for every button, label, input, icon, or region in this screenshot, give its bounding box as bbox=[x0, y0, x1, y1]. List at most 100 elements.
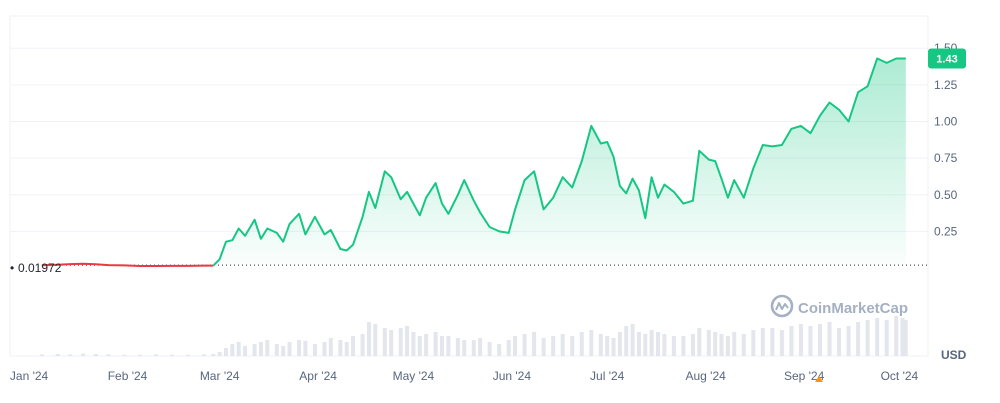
volume-bar bbox=[170, 354, 174, 356]
volume-bar bbox=[605, 336, 610, 356]
baseline-bullet: • bbox=[10, 261, 14, 275]
volume-bar bbox=[681, 336, 686, 356]
volume-bar bbox=[903, 320, 908, 356]
volume-bar bbox=[725, 336, 730, 356]
volume-bar bbox=[446, 336, 451, 356]
volume-bar bbox=[611, 338, 616, 356]
volume-bar bbox=[373, 324, 378, 356]
volume-bar bbox=[217, 352, 222, 356]
y-tick-label: 0.75 bbox=[934, 151, 958, 165]
volume-bar bbox=[274, 344, 279, 356]
x-tick-label: Jun '24 bbox=[493, 369, 532, 383]
volume-bar bbox=[706, 330, 711, 356]
volume-bar bbox=[656, 332, 660, 356]
volume-bar bbox=[154, 354, 159, 356]
price-line-above-baseline bbox=[212, 57, 906, 267]
volume-bar bbox=[287, 342, 292, 356]
volume-bar bbox=[818, 324, 822, 356]
price-area-fill bbox=[213, 58, 906, 266]
volume-bar bbox=[789, 326, 794, 356]
x-tick-label: May '24 bbox=[393, 369, 435, 383]
volume-bar bbox=[827, 322, 832, 356]
volume-bar bbox=[522, 334, 527, 356]
price-line-below-baseline bbox=[41, 262, 214, 267]
volume-bar bbox=[297, 340, 302, 356]
volume-bar bbox=[39, 354, 44, 356]
x-tick-label: Feb '24 bbox=[108, 369, 148, 383]
volume-bar bbox=[236, 342, 241, 356]
volume-bar bbox=[303, 340, 308, 356]
volume-bar bbox=[344, 342, 349, 356]
volume-bar bbox=[424, 334, 429, 356]
y-tick-label: 1.00 bbox=[934, 115, 958, 129]
x-axis-ticks: Jan '24 Feb '24 Mar '24 Apr '24 May '24 Jun '… bbox=[10, 369, 919, 383]
volume-bar bbox=[662, 334, 667, 356]
x-tick-label: Mar '24 bbox=[200, 369, 240, 383]
volume-bar bbox=[589, 330, 594, 356]
volume-bar bbox=[201, 354, 206, 356]
volume-bar bbox=[417, 336, 422, 356]
volume-bar bbox=[875, 318, 880, 356]
volume-bar bbox=[598, 334, 603, 356]
volume-bar bbox=[770, 328, 775, 356]
baseline-marker: • 0.01972 bbox=[10, 261, 62, 275]
volume-bar bbox=[513, 336, 518, 356]
y-tick-label: 1.25 bbox=[934, 78, 958, 92]
volume-bar bbox=[779, 330, 784, 356]
watermark-text: CoinMarketCap bbox=[798, 300, 908, 317]
x-tick-label: Jul '24 bbox=[590, 369, 625, 383]
volume-bar bbox=[312, 344, 317, 356]
volume-bar bbox=[900, 318, 905, 356]
volume-bar bbox=[760, 328, 765, 356]
volume-bar bbox=[106, 354, 111, 356]
y-axis-ticks: 0.250.500.751.001.251.50 bbox=[934, 41, 958, 238]
x-tick-label: Sep '24 bbox=[784, 369, 825, 383]
coinmarketcap-watermark: CoinMarketCap bbox=[770, 294, 908, 318]
y-tick-label: 0.50 bbox=[934, 188, 958, 202]
volume-bar bbox=[398, 328, 403, 356]
volume-bar bbox=[382, 328, 387, 356]
volume-bar bbox=[328, 338, 333, 356]
volume-bar bbox=[884, 320, 889, 356]
volume-bar bbox=[462, 340, 467, 356]
volume-bar bbox=[433, 332, 438, 356]
volume-bar bbox=[497, 344, 502, 356]
volume-bar bbox=[719, 334, 724, 356]
volume-bar bbox=[865, 320, 870, 356]
volume-bar bbox=[532, 332, 537, 356]
volume-bar bbox=[732, 332, 737, 356]
volume-bar bbox=[617, 332, 622, 356]
volume-bar bbox=[455, 338, 460, 356]
volume-bar bbox=[338, 340, 343, 356]
volume-bars bbox=[39, 316, 908, 356]
x-tick-label: Apr '24 bbox=[299, 369, 337, 383]
event-marker-icon bbox=[815, 376, 823, 382]
volume-bar bbox=[265, 340, 270, 356]
volume-bar bbox=[741, 334, 746, 356]
volume-bar bbox=[630, 324, 635, 356]
volume-bar bbox=[122, 354, 127, 356]
volume-bar bbox=[487, 342, 492, 356]
volume-bar bbox=[551, 336, 556, 356]
volume-bar bbox=[579, 332, 584, 356]
volume-bar bbox=[224, 348, 228, 356]
y-tick-label: 0.25 bbox=[934, 224, 958, 238]
volume-bar bbox=[690, 334, 695, 356]
volume-bar bbox=[322, 342, 327, 356]
volume-bar bbox=[93, 354, 98, 356]
volume-bar bbox=[366, 322, 371, 356]
volume-bar bbox=[281, 346, 286, 356]
volume-bar bbox=[55, 354, 60, 356]
volume-bar bbox=[894, 316, 899, 356]
volume-bar bbox=[808, 326, 813, 356]
volume-bar bbox=[230, 344, 235, 356]
volume-bar bbox=[405, 326, 410, 356]
volume-bar bbox=[649, 330, 654, 356]
volume-bar bbox=[751, 330, 756, 356]
current-price-label: 1.43 bbox=[936, 54, 957, 66]
volume-bar bbox=[351, 336, 356, 356]
volume-bar bbox=[560, 334, 565, 356]
volume-bar bbox=[478, 338, 483, 356]
